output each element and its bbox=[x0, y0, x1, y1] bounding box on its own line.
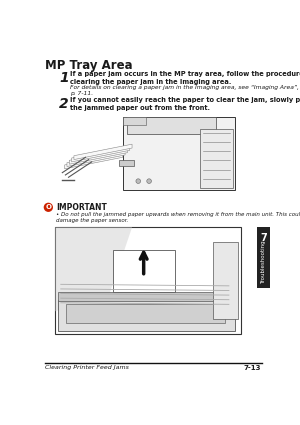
Bar bbox=[127, 117, 216, 134]
Text: 7: 7 bbox=[260, 233, 267, 243]
Text: 1: 1 bbox=[59, 71, 69, 85]
Text: • Do not pull the jammed paper upwards when removing it from the main unit. This: • Do not pull the jammed paper upwards w… bbox=[56, 212, 300, 223]
Text: MP Tray Area: MP Tray Area bbox=[45, 59, 133, 72]
Text: If you cannot easily reach the paper to clear the jam, slowly pull
the jammed pa: If you cannot easily reach the paper to … bbox=[70, 97, 300, 111]
Bar bbox=[61, 111, 239, 197]
Circle shape bbox=[136, 179, 141, 184]
Polygon shape bbox=[72, 147, 130, 162]
Bar bbox=[58, 300, 235, 331]
Bar bbox=[123, 117, 235, 190]
Text: 7-13: 7-13 bbox=[243, 365, 261, 371]
Polygon shape bbox=[55, 227, 132, 311]
Polygon shape bbox=[74, 144, 132, 159]
Bar bbox=[119, 159, 134, 166]
Text: Troubleshooting: Troubleshooting bbox=[261, 241, 266, 284]
Bar bbox=[55, 227, 241, 334]
Text: O: O bbox=[45, 204, 51, 210]
Polygon shape bbox=[67, 151, 125, 167]
Bar bbox=[66, 303, 225, 323]
Text: IMPORTANT: IMPORTANT bbox=[56, 204, 107, 212]
Polygon shape bbox=[69, 149, 128, 164]
Bar bbox=[123, 117, 146, 125]
Bar bbox=[257, 227, 270, 288]
Bar bbox=[200, 129, 233, 188]
Text: Clearing Printer Feed Jams: Clearing Printer Feed Jams bbox=[45, 365, 129, 370]
Circle shape bbox=[44, 203, 53, 212]
Text: For details on clearing a paper jam in the Imaging area, see “Imaging Area”, on
: For details on clearing a paper jam in t… bbox=[70, 85, 300, 96]
Circle shape bbox=[147, 179, 152, 184]
Text: 2: 2 bbox=[59, 97, 69, 111]
Bar bbox=[58, 292, 235, 301]
Polygon shape bbox=[113, 249, 175, 292]
Bar bbox=[213, 242, 238, 319]
Polygon shape bbox=[64, 153, 123, 169]
Text: If a paper jam occurs in the MP tray area, follow the procedure for
clearing the: If a paper jam occurs in the MP tray are… bbox=[70, 71, 300, 85]
